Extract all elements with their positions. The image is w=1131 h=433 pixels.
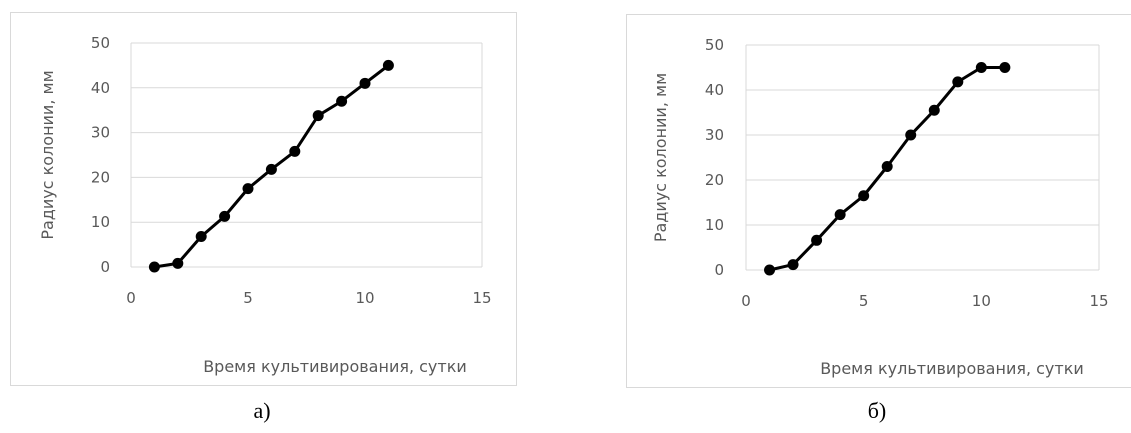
- y-tick-label-a-0: 0: [100, 258, 110, 276]
- data-point-a-5: [265, 163, 277, 175]
- data-point-b-0: [764, 264, 776, 276]
- data-point-a-10: [382, 59, 394, 71]
- data-point-a-8: [336, 95, 348, 107]
- chart-frame-a: [10, 12, 517, 386]
- y-axis-title-a: Радиус колонии, мм: [38, 70, 57, 239]
- x-axis-title-b: Время культивирования, сутки: [820, 359, 1084, 378]
- data-point-b-8: [952, 76, 964, 88]
- data-point-b-9: [975, 62, 987, 73]
- y-tick-label-b-4: 40: [705, 81, 724, 99]
- y-tick-label-b-5: 50: [705, 36, 724, 54]
- x-tick-label-b-2: 10: [972, 292, 991, 310]
- data-point-b-10: [999, 62, 1011, 73]
- data-point-a-7: [312, 110, 324, 122]
- x-tick-label-a-1: 5: [243, 289, 253, 307]
- x-tick-label-b-0: 0: [741, 292, 751, 310]
- data-point-a-0: [148, 261, 160, 273]
- data-point-b-6: [905, 129, 917, 141]
- panel-label-b: б): [867, 398, 887, 423]
- data-point-a-1: [172, 257, 184, 269]
- y-tick-label-a-2: 20: [91, 168, 110, 186]
- data-point-a-6: [289, 145, 301, 157]
- x-tick-label-b-1: 5: [859, 292, 869, 310]
- data-point-a-2: [195, 231, 207, 243]
- data-point-b-1: [787, 259, 799, 271]
- data-point-b-4: [858, 190, 870, 202]
- x-tick-label-b-3: 15: [1089, 292, 1108, 310]
- y-tick-label-a-5: 50: [91, 34, 110, 52]
- x-axis-title-a: Время культивирования, сутки: [203, 357, 467, 376]
- y-tick-label-a-3: 30: [91, 124, 110, 142]
- x-tick-label-a-3: 15: [472, 289, 491, 307]
- data-point-b-7: [928, 104, 940, 116]
- chart-frame-b: [626, 14, 1131, 388]
- data-point-a-4: [242, 183, 254, 195]
- data-point-b-2: [811, 234, 823, 246]
- data-point-b-3: [834, 209, 846, 221]
- data-point-a-9: [359, 77, 371, 89]
- y-tick-label-b-0: 0: [714, 261, 724, 279]
- x-tick-label-a-2: 10: [355, 289, 374, 307]
- x-tick-label-a-0: 0: [126, 289, 136, 307]
- y-axis-title-b: Радиус колонии, мм: [651, 73, 670, 242]
- y-tick-label-a-1: 10: [91, 213, 110, 231]
- panel-label-a: а): [253, 398, 271, 423]
- y-tick-label-a-4: 40: [91, 79, 110, 97]
- y-tick-label-b-3: 30: [705, 126, 724, 144]
- data-point-b-5: [881, 161, 893, 172]
- y-tick-label-b-2: 20: [705, 171, 724, 189]
- data-point-a-3: [219, 210, 231, 222]
- y-tick-label-b-1: 10: [705, 216, 724, 234]
